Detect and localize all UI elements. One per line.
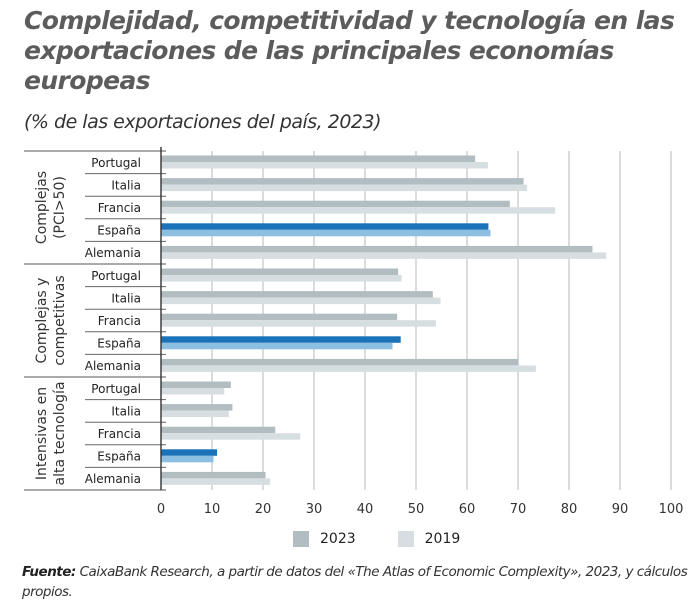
bar-0-italia-2019 bbox=[161, 184, 528, 192]
bar-0-portugal-2023 bbox=[161, 155, 476, 162]
source-text: CaixaBank Research, a partir de datos de… bbox=[22, 564, 688, 600]
bar-0-francia-2023 bbox=[161, 200, 510, 208]
x-tick-label-90: 90 bbox=[612, 502, 629, 517]
source-label: Fuente: bbox=[22, 564, 76, 580]
x-tick-label-80: 80 bbox=[561, 502, 578, 517]
bar-1-alemania-2023 bbox=[161, 358, 519, 366]
x-tick-label-20: 20 bbox=[255, 502, 272, 517]
category-label: Italia bbox=[111, 404, 141, 418]
x-tick-label-0: 0 bbox=[157, 502, 165, 517]
bar-2-españa-2019 bbox=[161, 455, 214, 463]
category-label: España bbox=[97, 337, 141, 351]
bar-2-portugal-2019 bbox=[161, 388, 225, 395]
bar-1-alemania-2019 bbox=[161, 365, 536, 372]
group-label-line: Complejas bbox=[34, 171, 50, 244]
category-label: Italia bbox=[111, 178, 141, 192]
category-label: España bbox=[97, 224, 141, 238]
bar-2-alemania-2019 bbox=[161, 478, 271, 485]
bar-2-alemania-2023 bbox=[161, 471, 266, 479]
bar-1-italia-2019 bbox=[161, 297, 441, 305]
bar-0-españa-2019 bbox=[161, 229, 491, 237]
x-tick-label-100: 100 bbox=[659, 502, 684, 517]
bar-2-francia-2023 bbox=[161, 426, 276, 434]
bar-0-españa-2023 bbox=[161, 223, 489, 230]
group-label-2: Intensivas en alta tecnología bbox=[34, 381, 68, 485]
x-tick-label-30: 30 bbox=[306, 502, 323, 517]
x-tick-label-10: 10 bbox=[204, 502, 221, 517]
bar-0-alemania-2019 bbox=[161, 252, 607, 259]
x-tick-label-40: 40 bbox=[357, 502, 374, 517]
group-label-0: Complejas (PCI>50) bbox=[34, 171, 68, 244]
source-note: Fuente: CaixaBank Research, a partir de … bbox=[22, 562, 692, 602]
category-label: Italia bbox=[111, 291, 141, 305]
bar-1-españa-2023 bbox=[161, 336, 401, 343]
x-tick-label-50: 50 bbox=[408, 502, 425, 517]
chart-subtitle: (% de las exportaciones del país, 2023) bbox=[24, 111, 382, 133]
bar-2-italia-2023 bbox=[161, 404, 233, 411]
bar-1-españa-2019 bbox=[161, 342, 393, 350]
group-label-line: competitivas bbox=[52, 275, 68, 365]
legend-swatch-2019 bbox=[397, 531, 414, 547]
category-label: Francia bbox=[98, 201, 141, 215]
bar-2-españa-2023 bbox=[161, 449, 218, 456]
bar-0-italia-2023 bbox=[161, 178, 524, 185]
bar-2-portugal-2023 bbox=[161, 381, 231, 388]
group-label-line: alta tecnología bbox=[52, 381, 68, 485]
legend-label-2019: 2019 bbox=[424, 531, 461, 547]
bar-1-portugal-2019 bbox=[161, 275, 402, 282]
group-label-line: Complejas y bbox=[34, 278, 50, 364]
bar-0-francia-2019 bbox=[161, 207, 556, 214]
legend-item-2023: 2023 bbox=[293, 531, 356, 547]
legend-swatch-2023 bbox=[293, 531, 309, 547]
category-label: Francia bbox=[98, 427, 141, 441]
category-label: Portugal bbox=[91, 156, 141, 170]
category-label: España bbox=[97, 450, 141, 464]
bar-1-portugal-2023 bbox=[161, 268, 399, 275]
bar-1-italia-2023 bbox=[161, 291, 433, 298]
category-label: Portugal bbox=[91, 382, 141, 396]
category-label: Portugal bbox=[91, 269, 141, 283]
category-label: Alemania bbox=[85, 359, 141, 373]
bar-0-alemania-2023 bbox=[161, 245, 593, 253]
category-label: Alemania bbox=[85, 246, 141, 260]
group-label-line: (PCI>50) bbox=[52, 176, 68, 239]
chart-title: Complejidad, competitividad y tecnología… bbox=[24, 6, 675, 95]
bar-2-italia-2019 bbox=[161, 410, 229, 418]
x-tick-label-70: 70 bbox=[510, 502, 527, 517]
group-label-line: Intensivas en bbox=[34, 387, 50, 480]
bar-1-francia-2023 bbox=[161, 313, 398, 321]
category-label: Francia bbox=[98, 314, 141, 328]
legend-label-2023: 2023 bbox=[320, 531, 356, 547]
legend-item-2019: 2019 bbox=[397, 531, 461, 547]
legend: 2023 2019 bbox=[293, 531, 502, 547]
bar-1-francia-2019 bbox=[161, 320, 436, 327]
category-label: Alemania bbox=[85, 472, 141, 486]
group-label-1: Complejas y competitivas bbox=[34, 275, 68, 365]
x-tick-label-60: 60 bbox=[459, 502, 476, 517]
bar-0-portugal-2019 bbox=[161, 162, 488, 169]
bar-2-francia-2019 bbox=[161, 433, 301, 440]
